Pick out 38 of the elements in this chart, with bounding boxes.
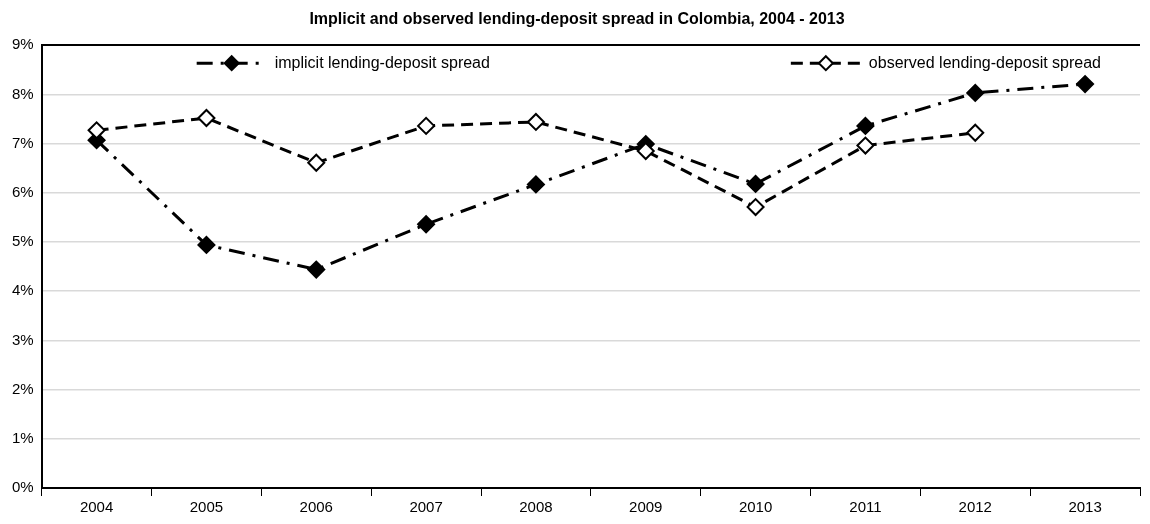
y-tick-label: 7% <box>11 133 34 151</box>
y-tick-label: 4% <box>11 281 34 299</box>
point <box>417 215 436 234</box>
x-tick-label: 2007 <box>409 498 443 516</box>
x-tick-label: 2005 <box>189 498 224 516</box>
y-tick-label: 1% <box>11 428 34 446</box>
point <box>966 83 985 102</box>
x-tick-label: 2010 <box>738 498 773 516</box>
point <box>856 136 875 155</box>
point <box>307 260 326 279</box>
y-tick-label: 8% <box>11 84 34 102</box>
point <box>1076 75 1095 94</box>
x-tick-label: 2012 <box>958 498 992 516</box>
point <box>197 235 216 254</box>
point <box>746 198 765 217</box>
point <box>307 153 326 172</box>
point <box>856 116 875 135</box>
y-tick-label: 5% <box>11 232 34 250</box>
x-tick-label: 2008 <box>519 498 553 516</box>
point <box>526 175 545 194</box>
y-tick-label: 2% <box>11 379 34 397</box>
y-tick-label: 9% <box>11 35 34 53</box>
point <box>746 174 765 193</box>
point <box>197 109 216 128</box>
y-tick-label: 0% <box>11 478 34 496</box>
y-tick-label: 6% <box>11 182 34 200</box>
point <box>417 116 436 135</box>
legend-label: observed lending-deposit spread <box>868 53 1101 71</box>
x-tick-label: 2004 <box>79 498 114 516</box>
x-tick-label: 2009 <box>629 498 663 516</box>
legend-label: implicit lending-deposit spread <box>274 53 490 71</box>
x-tick-label: 2011 <box>849 498 882 516</box>
point <box>526 112 545 131</box>
point <box>966 123 985 142</box>
x-tick-label: 2006 <box>299 498 333 516</box>
x-tick-label: 2013 <box>1068 498 1102 516</box>
chart-title: Implicit and observed lending-deposit spread in Colombia, 2004 - 2013 <box>309 10 845 28</box>
y-tick-label: 3% <box>11 330 34 348</box>
